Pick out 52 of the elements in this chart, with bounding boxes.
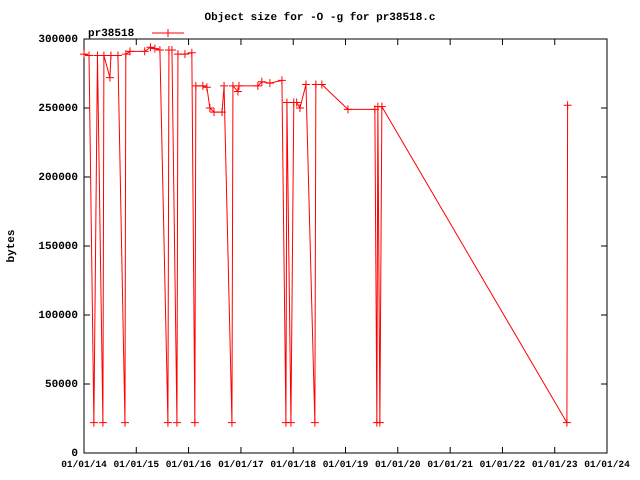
x-tick-label: 01/01/18: [270, 459, 316, 470]
y-tick-label: 0: [71, 448, 78, 460]
point: [140, 46, 150, 56]
x-tick-label: 01/01/14: [61, 459, 108, 470]
point: [125, 46, 134, 56]
x-tick-label: 01/01/23: [532, 459, 578, 470]
x-tick-label: 01/01/15: [113, 459, 160, 470]
point: [265, 78, 274, 88]
y-axis-title: bytes: [6, 229, 18, 263]
point: [198, 81, 208, 90]
x-tick-label: 01/01/17: [218, 459, 264, 470]
x-tick-label: 01/01/22: [480, 459, 526, 470]
point: [105, 73, 114, 82]
point: [98, 418, 108, 428]
y-tick-label: 100000: [38, 310, 78, 322]
y-tick-label: 150000: [38, 240, 78, 253]
x-tick-label: 01/01/20: [374, 459, 421, 470]
point: [343, 104, 352, 114]
point: [172, 418, 182, 428]
point: [180, 50, 190, 59]
point: [286, 418, 296, 428]
y-tick-label: 300000: [38, 34, 78, 46]
legend-label: pr38518: [88, 28, 135, 40]
point: [563, 100, 572, 110]
point: [89, 418, 98, 428]
x-tick-label: 01/01/24: [584, 459, 630, 470]
chart-title: Object size for -O -g for pr38518.c: [204, 11, 436, 24]
x-tick-label: 01/01/16: [166, 459, 212, 470]
point: [277, 76, 286, 85]
point: [202, 82, 212, 92]
point: [121, 50, 130, 59]
point: [562, 418, 572, 428]
point: [190, 418, 200, 428]
point: [191, 81, 200, 90]
y-tick-label: 250000: [38, 102, 78, 115]
point: [375, 418, 384, 428]
point: [218, 108, 227, 117]
point: [163, 418, 172, 428]
point: [120, 418, 130, 428]
point: [220, 81, 229, 90]
point: [187, 48, 196, 58]
point: [370, 104, 380, 114]
point: [253, 81, 262, 90]
point: [234, 81, 244, 90]
point: [310, 418, 320, 428]
x-tick-label: 01/01/19: [322, 459, 369, 470]
x-tick-label: 01/01/21: [427, 459, 474, 470]
y-tick-label: 200000: [38, 172, 78, 184]
point: [377, 102, 386, 112]
point: [257, 77, 266, 86]
y-tick-label: 50000: [44, 378, 78, 391]
point: [227, 418, 236, 428]
